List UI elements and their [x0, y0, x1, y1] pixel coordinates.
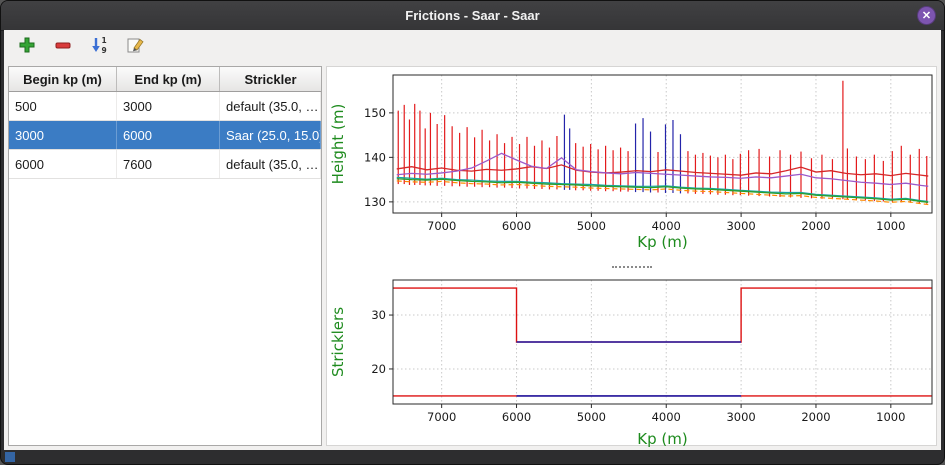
height-profile-chart: 7000 6000 5000 4000 3000 2000 1000 130 140 150 Kp … — [329, 74, 933, 251]
y-axis-label: Height (m) — [329, 104, 347, 185]
bank-line-purple — [396, 152, 929, 187]
window-title: Frictions - Saar - Saar — [405, 8, 540, 23]
charts-panel: 7000 6000 5000 4000 3000 2000 1000 130 140 150 Kp … — [326, 66, 937, 448]
table-row[interactable]: 3000 6000 Saar (25.0, 15.0) — [9, 121, 321, 150]
svg-text:6000: 6000 — [502, 219, 531, 233]
svg-text:150: 150 — [364, 106, 386, 120]
svg-text:20: 20 — [371, 362, 386, 376]
y-axis-label: Stricklers — [329, 307, 347, 377]
toolbar: 1 9 — [4, 30, 941, 64]
edit-button[interactable] — [122, 34, 148, 60]
cell-begin-kp: 500 — [9, 92, 117, 120]
table-row[interactable]: 6000 7600 default (35.0, … — [9, 150, 321, 179]
frictions-table: Begin kp (m) End kp (m) Strickler 500 30… — [8, 66, 322, 446]
svg-text:3000: 3000 — [726, 410, 755, 424]
cell-strickler: default (35.0, … — [220, 150, 321, 178]
sort-button[interactable]: 1 9 — [86, 34, 112, 60]
svg-text:1000: 1000 — [876, 410, 905, 424]
svg-text:1: 1 — [102, 36, 107, 45]
titlebar: Frictions - Saar - Saar ✕ — [1, 1, 944, 31]
stricklers-chart: 7000 6000 5000 4000 3000 2000 1000 20 30 Kp (m) St… — [329, 279, 933, 448]
cell-strickler: default (35.0, … — [220, 92, 321, 120]
add-row-button[interactable] — [14, 34, 40, 60]
svg-text:9: 9 — [102, 46, 107, 55]
svg-text:5000: 5000 — [577, 410, 606, 424]
thalweg-line-orange-dashed — [396, 180, 929, 206]
minus-icon — [53, 35, 73, 60]
svg-text:30: 30 — [371, 308, 386, 322]
column-header-begin-kp[interactable]: Begin kp (m) — [9, 67, 117, 91]
window-content: 1 9 Begin kp (m) End — [4, 30, 941, 450]
table-row[interactable]: 500 3000 default (35.0, … — [9, 92, 321, 121]
svg-text:1000: 1000 — [876, 219, 905, 233]
column-header-strickler[interactable]: Strickler — [244, 71, 297, 87]
main-area: Begin kp (m) End kp (m) Strickler 500 30… — [4, 64, 941, 450]
water-level-line — [396, 164, 929, 177]
svg-text:7000: 7000 — [427, 219, 456, 233]
svg-text:2000: 2000 — [801, 410, 830, 424]
close-button[interactable]: ✕ — [917, 6, 936, 25]
close-icon: ✕ — [921, 10, 932, 22]
x-axis-label: Kp (m) — [637, 233, 687, 251]
edit-pencil-icon — [125, 35, 145, 60]
cell-strickler: Saar (25.0, 15.0) — [220, 121, 321, 149]
cell-end-kp: 3000 — [117, 92, 220, 120]
x-axis-label: Kp (m) — [637, 430, 687, 448]
chart-splitter-handle[interactable] — [327, 264, 936, 270]
bottom-line-green — [396, 178, 929, 203]
svg-text:4000: 4000 — [652, 410, 681, 424]
svg-text:6000: 6000 — [502, 410, 531, 424]
svg-text:7000: 7000 — [427, 410, 456, 424]
svg-text:3000: 3000 — [726, 219, 755, 233]
svg-text:2000: 2000 — [801, 219, 830, 233]
sort-numeric-icon: 1 9 — [89, 35, 109, 60]
cell-begin-kp: 6000 — [9, 150, 117, 178]
column-header-end-kp[interactable]: End kp (m) — [117, 67, 220, 91]
cell-begin-kp: 3000 — [9, 121, 117, 149]
bed-line-teal — [396, 176, 929, 203]
cell-end-kp: 6000 — [117, 121, 220, 149]
remove-row-button[interactable] — [50, 34, 76, 60]
svg-text:5000: 5000 — [577, 219, 606, 233]
svg-text:140: 140 — [364, 150, 386, 164]
splitter-dots-icon — [611, 266, 652, 268]
resize-grip[interactable] — [5, 452, 15, 462]
svg-text:130: 130 — [364, 195, 386, 209]
cell-end-kp: 7600 — [117, 150, 220, 178]
table-header-row: Begin kp (m) End kp (m) Strickler — [9, 67, 321, 92]
svg-text:4000: 4000 — [652, 219, 681, 233]
plus-icon — [17, 35, 37, 60]
